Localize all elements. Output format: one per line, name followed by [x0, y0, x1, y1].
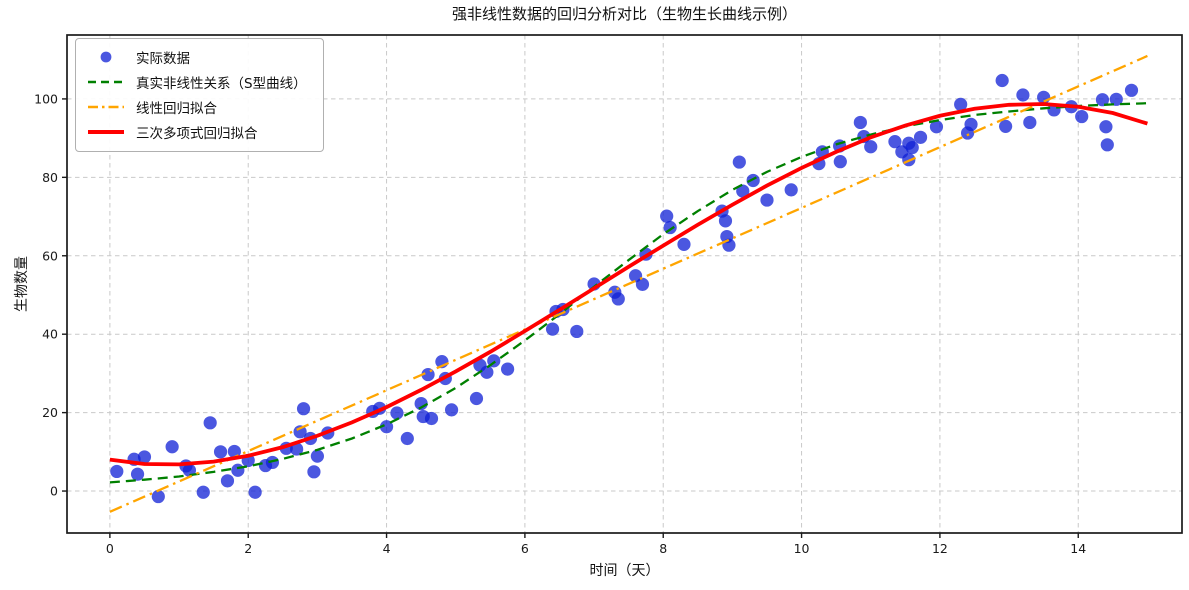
scatter-point	[784, 183, 798, 197]
curve-dashed	[109, 102, 1148, 484]
legend-line-dashdot-icon	[88, 105, 124, 109]
x-tick-label: 0	[106, 541, 114, 556]
scatter-point	[677, 237, 691, 251]
scatter-point	[545, 322, 560, 336]
scatter-point	[469, 391, 484, 406]
scatter-point	[913, 130, 928, 144]
scatter-point	[203, 416, 217, 430]
x-tick-label: 2	[244, 541, 252, 556]
scatter-point	[248, 485, 262, 499]
scatter-point	[611, 292, 625, 306]
y-tick-label: 20	[42, 405, 58, 420]
scatter-point	[213, 445, 228, 459]
scatter-point	[110, 464, 124, 479]
x-axis-label: 时间（天）	[589, 563, 660, 579]
scatter-point	[1075, 109, 1089, 124]
x-tick-label: 6	[521, 541, 529, 556]
x-tick-label: 14	[1070, 541, 1086, 556]
scatter-point	[165, 440, 179, 454]
scatter-point	[400, 431, 414, 446]
x-tick-label: 10	[794, 541, 810, 556]
scatter-point	[736, 184, 750, 198]
scatter-point	[964, 117, 978, 132]
y-tick-label: 0	[50, 484, 58, 499]
legend-label: 真实非线性关系（S型曲线）	[136, 76, 307, 92]
legend-label: 实际数据	[136, 51, 190, 67]
scatter-point	[231, 463, 245, 477]
scatter-point	[929, 120, 944, 134]
legend-line-solid-icon	[88, 130, 124, 134]
scatter-point	[663, 220, 677, 235]
legend-marker-dot-icon	[100, 51, 112, 63]
scatter-point	[196, 485, 210, 499]
y-axis-label: 生物数量	[14, 256, 30, 312]
curve-solid	[109, 102, 1148, 467]
x-tick-label: 8	[659, 541, 667, 556]
legend-line-dashed-icon	[88, 80, 124, 84]
x-tick-label: 12	[932, 541, 948, 556]
scatter-point	[296, 402, 311, 416]
legend-item: 线性回归拟合	[87, 96, 307, 118]
y-tick-label: 80	[42, 170, 58, 185]
scatter-point	[1023, 115, 1037, 130]
scatter-point	[905, 140, 919, 155]
scatter-point	[1037, 90, 1051, 104]
scatter-point	[760, 193, 774, 207]
legend: 实际数据真实非线性关系（S型曲线） 线性回归拟合三次多项式回归拟合	[75, 38, 324, 152]
y-tick-label: 40	[42, 327, 58, 342]
scatter-point	[1100, 138, 1114, 152]
scatter-point	[1099, 120, 1113, 134]
axes-spines	[66, 34, 1183, 534]
legend-item: 实际数据	[87, 46, 307, 68]
scatter-point	[1109, 92, 1123, 106]
legend-label: 线性回归拟合	[136, 101, 217, 117]
scatter-point	[570, 324, 584, 339]
scatter-point	[718, 214, 733, 228]
scatter-point	[444, 403, 459, 417]
scatter-point	[424, 411, 439, 426]
scatter-point	[130, 467, 145, 481]
scatter-point	[999, 119, 1013, 133]
curve-dashdot	[109, 54, 1148, 513]
scatter-point	[1095, 93, 1110, 107]
scatter-point	[995, 73, 1009, 88]
scatter-point	[954, 97, 968, 112]
legend-item: 真实非线性关系（S型曲线）	[87, 71, 307, 93]
scatter-point	[833, 155, 847, 169]
scatter-point	[660, 209, 674, 223]
scatter-point	[746, 173, 760, 188]
y-tick-label: 100	[34, 91, 58, 106]
scatter-point	[635, 277, 650, 291]
scatter-point	[853, 115, 867, 130]
scatter-point	[220, 474, 235, 488]
legend-item: 三次多项式回归拟合	[87, 121, 307, 143]
scatter-point	[265, 455, 280, 470]
scatter-point	[501, 362, 515, 376]
scatter-point	[379, 420, 394, 434]
scatter-point	[307, 465, 321, 479]
scatter-point	[480, 365, 494, 379]
legend-label: 三次多项式回归拟合	[136, 126, 258, 142]
y-tick-label: 60	[42, 248, 58, 263]
scatter-point	[888, 135, 902, 149]
scatter-point	[137, 450, 152, 464]
scatter-point	[1124, 83, 1139, 97]
scatter-point	[290, 442, 304, 456]
scatter-point	[1016, 88, 1030, 102]
scatter-point	[864, 140, 878, 154]
scatter-point	[310, 449, 324, 463]
x-tick-label: 4	[383, 541, 391, 556]
scatter-point	[732, 155, 746, 169]
scatter-point	[390, 406, 404, 420]
chart-title: 强非线性数据的回归分析对比（生物生长曲线示例）	[451, 5, 797, 23]
scatter-point	[151, 489, 165, 504]
